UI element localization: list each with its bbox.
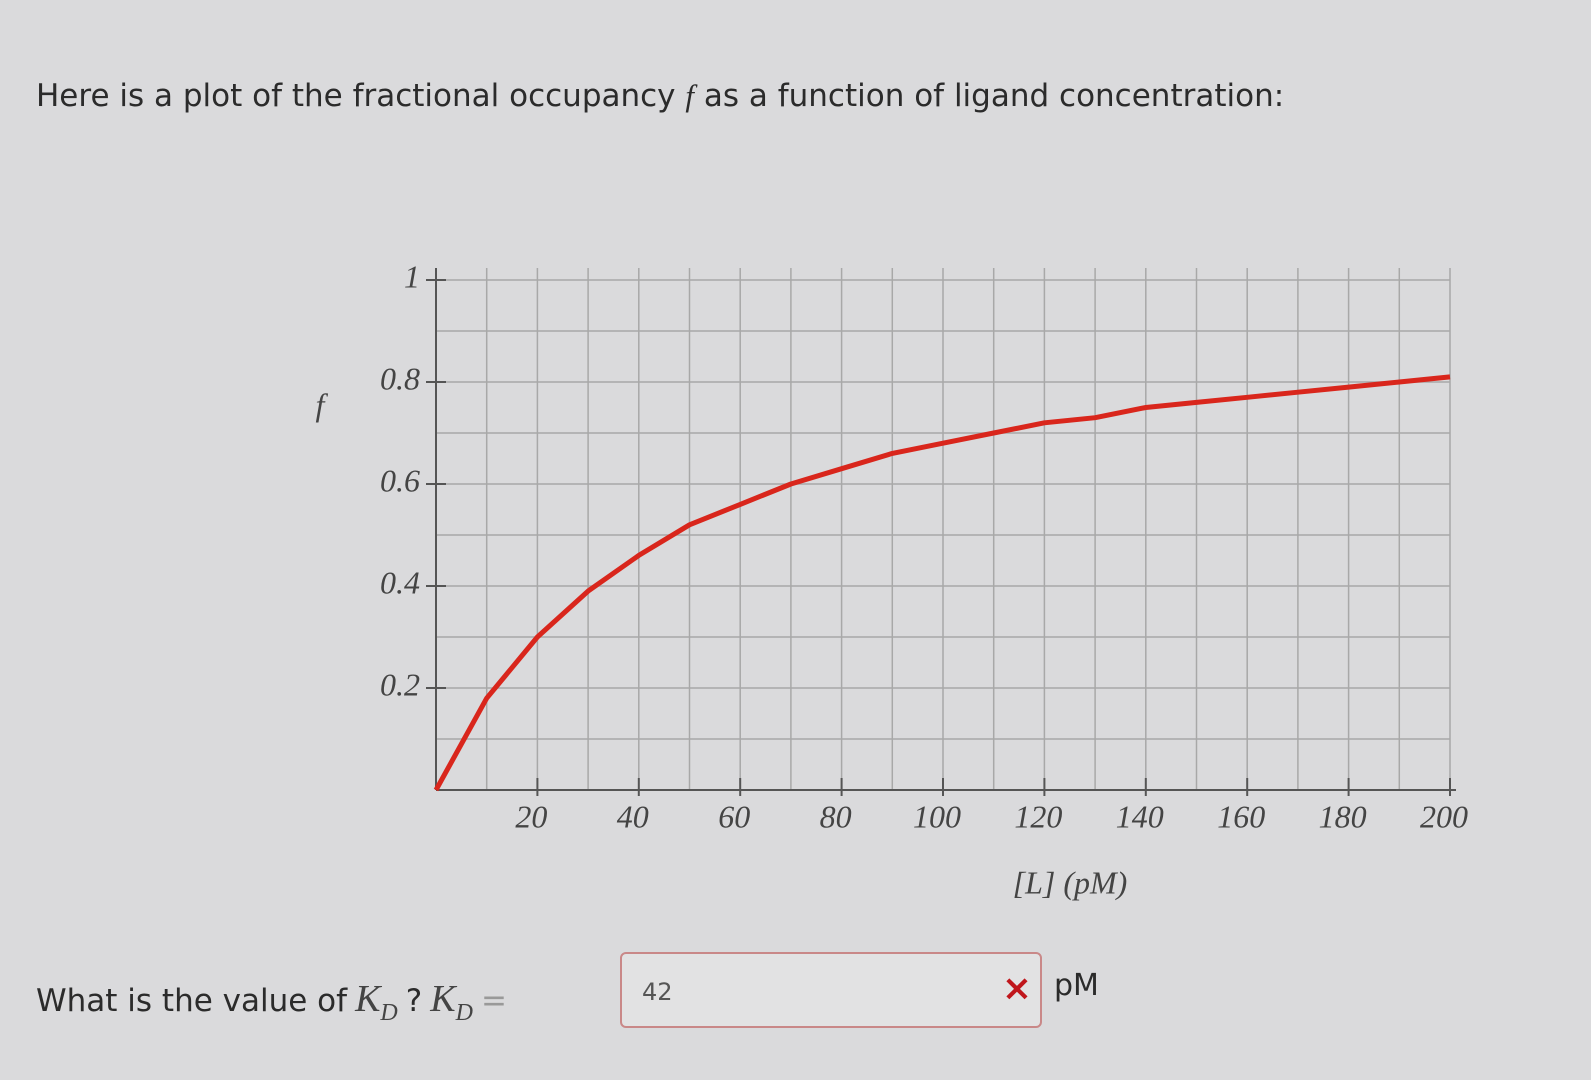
question: What is the value of KD ? KD = [36, 976, 507, 1027]
intro-text: Here is a plot of the fractional occupan… [36, 78, 1284, 114]
intro-before: Here is a plot of the fractional occupan… [36, 78, 676, 114]
y-axis-label: f [316, 386, 329, 422]
x-tick-label: 120 [1014, 798, 1062, 834]
y-tick-label: 0.8 [380, 360, 420, 396]
x-tick-label: 80 [820, 798, 852, 834]
question-mark: ? [405, 983, 423, 1020]
intro-symbol: f [685, 78, 695, 113]
kd-symbol: KD [355, 976, 398, 1027]
y-tick-label: 1 [404, 258, 420, 294]
answer-value: 42 [642, 978, 673, 1006]
answer-input[interactable]: 42 × [620, 952, 1042, 1028]
x-tick-label: 100 [913, 798, 961, 834]
x-tick-label: 60 [718, 798, 750, 834]
unit: pM [1054, 968, 1099, 1003]
equals: = [480, 983, 507, 1020]
wrong-mark: × [1001, 968, 1032, 1009]
kd-symbol: KD [430, 976, 473, 1027]
curve [433, 374, 1451, 792]
x-tick-label: 140 [1116, 798, 1164, 834]
x-tick-label: 160 [1217, 798, 1265, 834]
y-tick-label: 0.6 [380, 462, 420, 498]
d: D [455, 999, 473, 1026]
x-tick-label: 20 [515, 798, 547, 834]
k: K [355, 978, 381, 1020]
k: K [430, 978, 456, 1020]
x-axis-label: [L] (pM) [1013, 864, 1128, 900]
x-tick-label: 180 [1319, 798, 1367, 834]
y-tick-label: 0.4 [380, 564, 420, 600]
x-tick-label: 40 [617, 798, 649, 834]
d: D [380, 999, 398, 1026]
x-tick-label: 200 [1420, 798, 1468, 834]
intro-after: as a function of ligand concentration: [703, 78, 1285, 114]
question-prompt: What is the value of [36, 983, 348, 1020]
y-tick-label: 0.2 [380, 666, 420, 702]
